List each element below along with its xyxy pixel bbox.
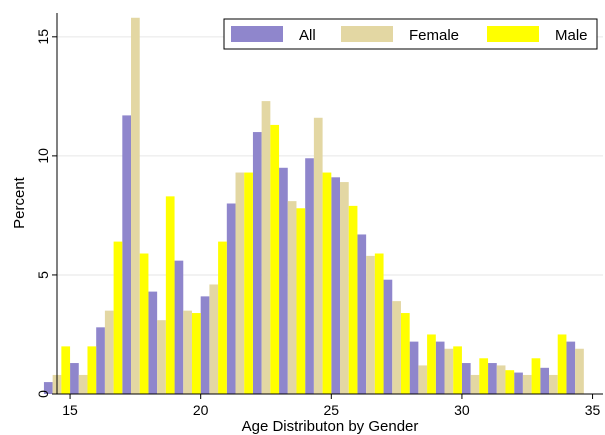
bar-female-30 [444, 348, 454, 394]
legend-swatch-male [487, 26, 539, 42]
bar-female-31 [470, 374, 480, 394]
bar-male-29 [427, 334, 436, 394]
y-tick-label-15: 15 [35, 29, 51, 45]
bar-all-30 [435, 341, 445, 394]
axes: 0 5 10 15 15 20 25 30 35 [35, 13, 603, 418]
bar-male-28 [400, 313, 410, 394]
bar-female-18 [131, 17, 140, 394]
bar-all-29 [409, 341, 419, 394]
bar-male-16 [87, 346, 97, 394]
bar-male-24 [296, 208, 306, 394]
legend: All Female Male [223, 18, 598, 50]
bar-female-32 [496, 365, 506, 394]
bar-all-20 [174, 260, 184, 394]
bar-all-31 [461, 363, 471, 394]
bar-female-23 [261, 101, 271, 394]
bar-female-34 [549, 374, 558, 394]
bar-female-20 [183, 310, 192, 394]
bar-all-35 [566, 341, 576, 394]
y-tick-label-5: 5 [35, 271, 51, 279]
bar-female-24 [287, 201, 297, 394]
bar-all-16 [70, 363, 79, 394]
bar-all-32 [488, 363, 497, 394]
y-tick-label-10: 10 [35, 148, 51, 164]
bar-all-24 [279, 167, 288, 394]
bar-all-21 [200, 296, 210, 394]
legend-label-all: All [299, 27, 316, 44]
bar-all-25 [305, 158, 314, 394]
bar-all-26 [331, 177, 341, 394]
bar-female-19 [157, 320, 166, 394]
x-axis-title: Age Distributon by Gender [242, 418, 419, 435]
bar-all-34 [540, 367, 550, 394]
bar-male-23 [270, 124, 280, 394]
y-tick-label-0: 0 [35, 390, 51, 398]
bar-all-19 [148, 291, 158, 394]
x-tick-label-20: 20 [193, 402, 209, 418]
legend-swatch-female [341, 26, 393, 42]
bar-male-33 [531, 358, 541, 394]
bar-female-21 [209, 284, 219, 394]
bar-female-22 [235, 172, 245, 394]
bar-male-18 [139, 253, 149, 394]
legend-label-female: Female [409, 27, 459, 44]
bar-male-30 [453, 346, 462, 394]
bar-male-27 [374, 253, 384, 394]
bar-male-17 [113, 241, 123, 394]
bar-male-34 [557, 334, 567, 394]
bar-female-16 [78, 374, 88, 394]
bar-male-19 [165, 196, 175, 394]
y-axis-title: Percent [11, 176, 28, 229]
bar-male-31 [479, 358, 489, 394]
bar-female-25 [313, 117, 323, 395]
bar-all-33 [514, 372, 523, 394]
bar-female-29 [418, 365, 428, 394]
bar-female-27 [366, 255, 375, 394]
bar-male-15 [61, 346, 71, 394]
bar-all-23 [252, 132, 262, 394]
x-tick-label-15: 15 [62, 402, 78, 418]
bar-all-18 [122, 115, 132, 395]
bar-male-25 [322, 172, 332, 394]
bar-male-21 [218, 241, 227, 394]
bar-female-35 [575, 348, 584, 394]
bars [43, 17, 584, 395]
bar-all-28 [383, 279, 393, 394]
bar-female-26 [340, 182, 349, 394]
x-tick-label-30: 30 [454, 402, 470, 418]
bar-all-17 [96, 327, 105, 394]
bar-female-28 [392, 301, 401, 394]
legend-swatch-all [231, 26, 283, 42]
bar-male-32 [505, 370, 515, 394]
x-tick-label-25: 25 [324, 402, 340, 418]
bar-male-26 [348, 205, 358, 394]
bar-male-20 [191, 313, 201, 394]
x-tick-label-35: 35 [585, 402, 601, 418]
bar-all-27 [357, 234, 367, 394]
bar-female-33 [522, 374, 532, 394]
legend-label-male: Male [555, 27, 588, 44]
bar-all-22 [226, 203, 236, 394]
bar-female-17 [104, 310, 114, 394]
bar-male-22 [244, 172, 253, 394]
bar-all-15 [43, 382, 53, 394]
